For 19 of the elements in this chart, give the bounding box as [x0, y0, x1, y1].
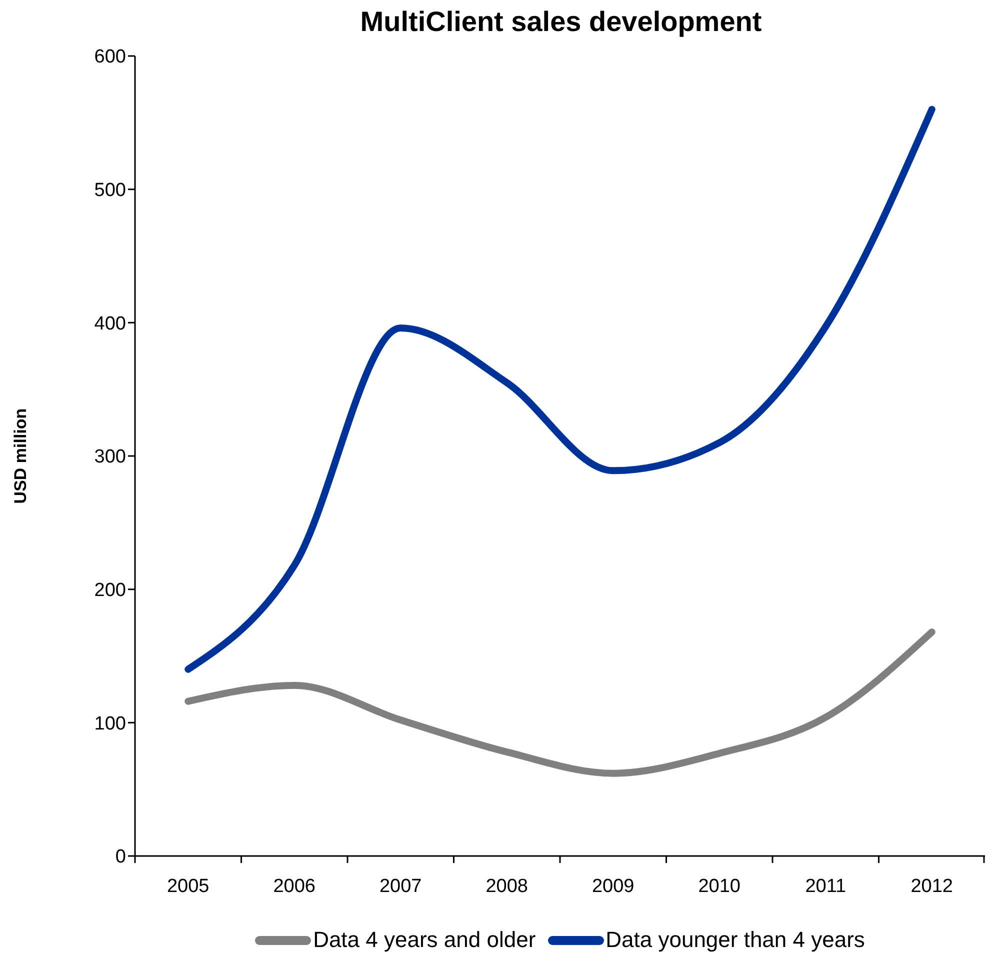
legend-label: Data 4 years and older [313, 927, 536, 953]
x-tick-label: 2006 [273, 876, 316, 897]
y-tick-label: 0 [115, 846, 126, 868]
y-tick-label: 300 [94, 446, 126, 468]
y-tick-label: 500 [94, 180, 126, 202]
x-tick-label: 2011 [805, 876, 846, 897]
x-tick-label: 2005 [166, 876, 210, 897]
x-tick-label: 2008 [486, 876, 528, 897]
x-tick-label: 2012 [910, 876, 954, 897]
y-axis-title: USD million [11, 408, 30, 504]
x-tick-label: 2009 [592, 876, 634, 897]
chart-title: MultiClient sales development [359, 5, 763, 39]
x-tick-label: 2007 [379, 876, 422, 897]
x-tick-label: 2010 [698, 876, 741, 897]
y-tick-label: 100 [94, 713, 126, 734]
y-tick-label: 600 [94, 46, 126, 68]
y-tick-label: 200 [94, 580, 126, 602]
legend-label: Data younger than 4 years [606, 927, 865, 953]
y-tick-label: 400 [94, 313, 126, 334]
